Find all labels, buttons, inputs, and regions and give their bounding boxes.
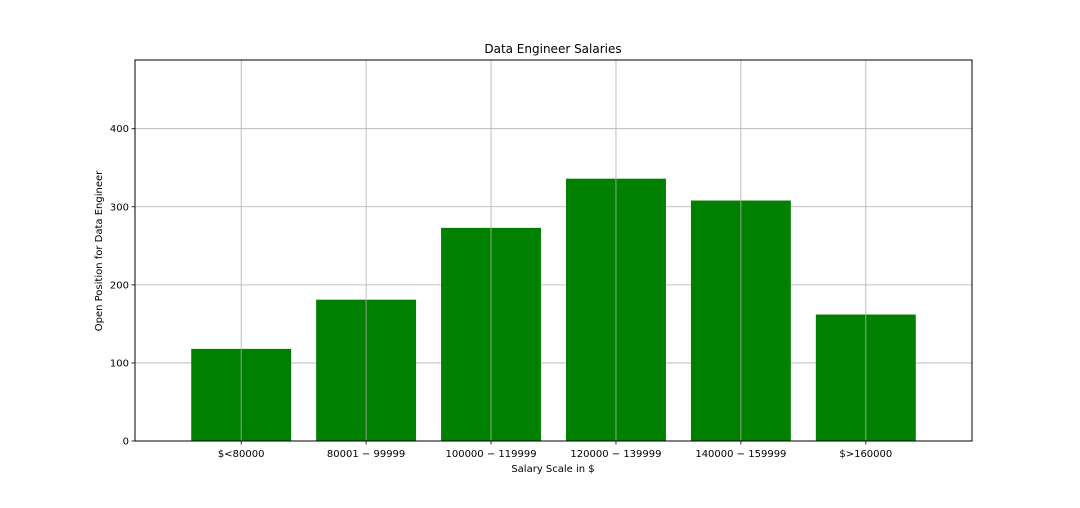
y-tick-label: 100 — [110, 358, 129, 369]
x-tick-label: 100000 − 119999 — [445, 449, 536, 460]
y-axis: 0 100 200 300 400 — [110, 124, 135, 448]
x-tick-label: 80001 − 99999 — [327, 449, 405, 460]
y-tick-label: 300 — [110, 202, 129, 213]
x-tick-label: $<80000 — [218, 449, 265, 460]
y-tick-label: 200 — [110, 280, 129, 291]
x-tick-label: 140000 − 159999 — [695, 449, 786, 460]
x-tick-label: 120000 − 139999 — [570, 449, 661, 460]
y-tick-label: 400 — [110, 124, 129, 135]
y-axis-label: Open Position for Data Engineer — [94, 170, 105, 331]
chart-title: Data Engineer Salaries — [484, 42, 621, 56]
x-tick-label: $>160000 — [839, 449, 892, 460]
plot-frame — [134, 59, 973, 442]
y-tick-label: 0 — [123, 437, 129, 448]
x-axis-label: Salary Scale in $ — [511, 464, 594, 475]
x-axis: $<80000 80001 − 99999 100000 − 119999 12000… — [218, 441, 892, 460]
bars-layer — [191, 178, 916, 442]
vertical-grid-layer — [240, 60, 867, 441]
